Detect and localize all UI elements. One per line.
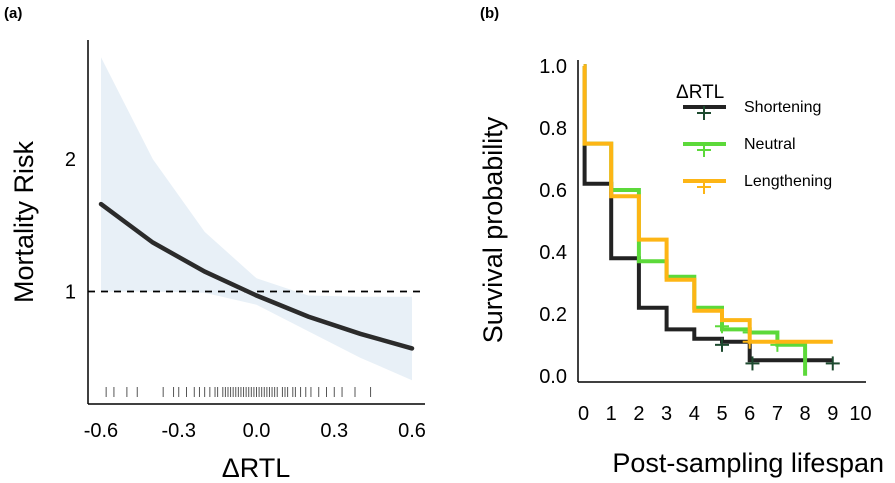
y-tick-label: 0.8 xyxy=(539,118,567,140)
x-tick-label: 7 xyxy=(772,403,783,425)
x-tick-label: 0.3 xyxy=(320,420,348,442)
x-tick-label: 5 xyxy=(716,403,727,425)
x-tick-labels: -0.6 -0.3 0.0 0.3 0.6 xyxy=(84,420,426,442)
x-tick-labels-b: 0 1 2 3 4 5 6 7 8 9 10 xyxy=(578,403,872,425)
y-tick-label: 0.2 xyxy=(539,304,567,326)
x-tick-label: 0.6 xyxy=(398,420,426,442)
y-tick-label: 2 xyxy=(65,149,76,171)
x-tick-label: 3 xyxy=(661,403,672,425)
panel-a: (a) -0.6 -0.3 0.0 0.3 0.6 12 ΔRTL Mortality … xyxy=(4,5,426,483)
survival-curve-shortening xyxy=(582,64,833,363)
x-tick-label: 10 xyxy=(849,403,871,425)
rug-marks xyxy=(105,387,372,397)
y-axis-title: Mortality Risk xyxy=(9,140,39,303)
y-tick-label: 0.4 xyxy=(539,242,567,264)
legend-title: ΔRTL xyxy=(676,82,724,103)
y-tick-label: 0.0 xyxy=(539,366,567,388)
survival-curves xyxy=(582,64,840,376)
legend-label: Neutral xyxy=(744,136,796,153)
x-tick-label: 6 xyxy=(744,403,755,425)
legend: ΔRTL Shortening Neutral Lengthening xyxy=(676,82,832,194)
y-tick-labels-b: 0.0 0.2 0.4 0.6 0.8 1.0 xyxy=(539,56,567,388)
y-tick-labels: 12 xyxy=(65,149,76,303)
x-tick-label: 0 xyxy=(578,403,589,425)
x-tick-label: -0.3 xyxy=(161,420,195,442)
y-tick-label: 1 xyxy=(65,281,76,303)
panel-a-label: (a) xyxy=(4,5,22,22)
mortality-risk-curve xyxy=(98,201,415,351)
y-axis-title-b: Survival probability xyxy=(478,116,508,343)
x-tick-label: 1 xyxy=(606,403,617,425)
confidence-band xyxy=(101,57,412,381)
x-axis-title-b: Post-sampling lifespan xyxy=(612,448,884,478)
y-tick-label: 1.0 xyxy=(539,56,567,78)
x-tick-label: 8 xyxy=(800,403,811,425)
panel-b-label: (b) xyxy=(480,5,499,22)
legend-label: Shortening xyxy=(744,99,821,116)
x-tick-label: 4 xyxy=(689,403,700,425)
x-axis-title: ΔRTL xyxy=(222,453,291,483)
x-tick-label: -0.6 xyxy=(84,420,118,442)
legend-label: Lengthening xyxy=(744,173,832,190)
x-tick-label: 9 xyxy=(827,403,838,425)
y-tick-label: 0.6 xyxy=(539,180,567,202)
panel-b: (b) 0 1 2 3 4 5 6 7 8 9 10 0.0 0.2 0.4 0.6 0.8 1.0 Post… xyxy=(478,5,884,478)
x-tick-label: 2 xyxy=(633,403,644,425)
x-tick-label: 0.0 xyxy=(243,420,271,442)
